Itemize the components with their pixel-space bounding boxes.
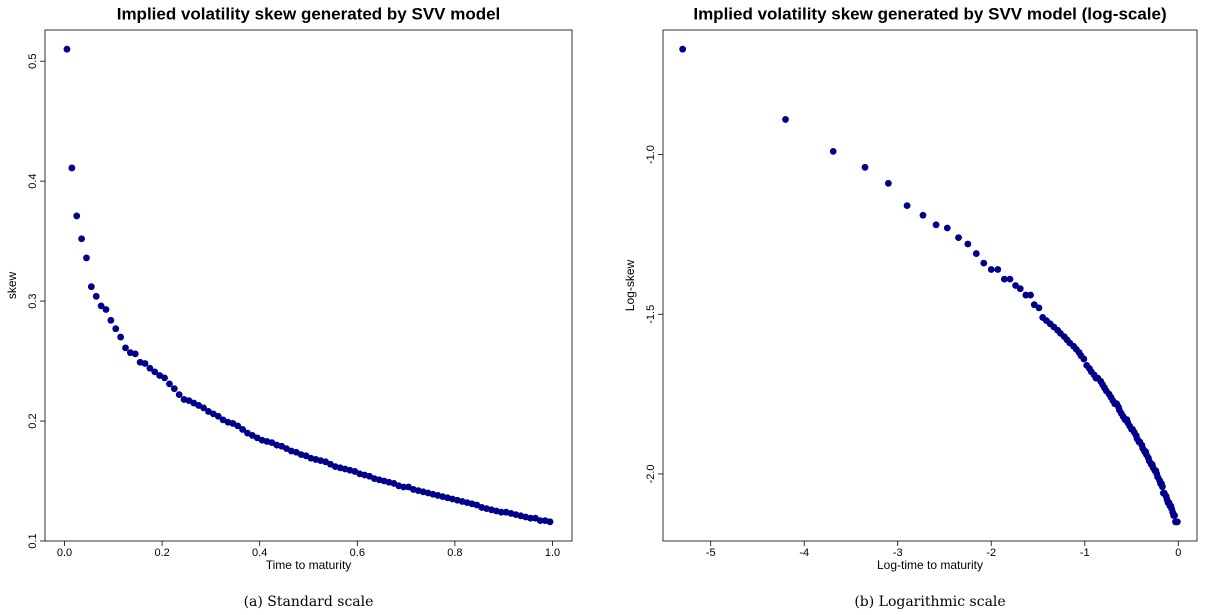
point	[994, 266, 1002, 273]
y-axis-label: Log-skew	[623, 259, 637, 311]
point	[1035, 304, 1043, 312]
point	[117, 333, 125, 341]
point	[829, 147, 837, 155]
x-axis-label: Log-time to maturity	[877, 558, 983, 572]
plot-box	[662, 29, 1198, 542]
point	[884, 179, 892, 187]
point	[546, 518, 554, 526]
x-tick-label: -4	[799, 547, 809, 559]
point	[861, 163, 869, 171]
point	[1016, 285, 1024, 293]
caption: (a) Standard scale	[244, 594, 374, 610]
point	[151, 368, 159, 376]
point	[903, 202, 911, 210]
y-tick-label: 0.3	[27, 293, 39, 308]
point	[1171, 512, 1178, 519]
point	[1000, 275, 1008, 283]
point	[536, 517, 544, 525]
point	[170, 385, 178, 393]
point	[112, 325, 120, 333]
y-tick-label: 0.2	[27, 413, 39, 428]
point	[102, 306, 110, 313]
point	[943, 224, 951, 232]
point	[972, 250, 980, 257]
point	[87, 283, 95, 291]
point	[234, 422, 242, 430]
point	[964, 240, 972, 248]
x-tick-label: -2	[986, 547, 996, 559]
x-tick-label: 0.6	[350, 547, 365, 559]
point	[161, 374, 168, 382]
x-tick-label: 0.4	[252, 547, 267, 559]
point	[1022, 291, 1030, 299]
point	[92, 292, 100, 300]
point	[166, 380, 173, 388]
y-tick-label: 0.5	[27, 54, 39, 69]
x-tick-label: -3	[893, 547, 903, 559]
point	[78, 235, 85, 243]
y-axis-label: skew	[5, 271, 19, 299]
point	[141, 360, 149, 367]
point	[239, 426, 247, 433]
point	[131, 350, 139, 358]
chart-title: Implied volatility skew generated by SVV…	[117, 4, 501, 23]
plot-box	[44, 29, 573, 542]
x-axis-label: Time to maturity	[266, 558, 352, 572]
point	[1027, 291, 1034, 299]
point	[63, 45, 71, 53]
point	[980, 259, 988, 267]
point	[919, 211, 927, 219]
point	[107, 316, 115, 324]
x-tick-label: -5	[706, 547, 716, 559]
point	[146, 364, 154, 372]
point	[679, 45, 687, 53]
x-tick-label: 0.0	[57, 547, 72, 559]
point	[1158, 483, 1166, 491]
point	[73, 212, 81, 220]
caption: (b) Logarithmic scale	[854, 594, 1005, 610]
point	[83, 254, 90, 262]
x-tick-label: 0.2	[154, 547, 169, 559]
point	[955, 234, 962, 241]
y-tick-label: -2.0	[645, 464, 657, 483]
point	[1080, 355, 1088, 363]
point	[68, 164, 76, 172]
x-tick-label: 1.0	[545, 547, 560, 559]
x-tick-label: 0.8	[447, 547, 462, 559]
y-tick-label: 0.4	[27, 173, 39, 188]
x-tick-label: -1	[1080, 547, 1090, 559]
point	[97, 302, 105, 310]
point	[497, 508, 505, 516]
y-tick-label: -1.0	[645, 145, 657, 164]
chart-title: Implied volatility skew generated by SVV…	[693, 4, 1166, 23]
point	[122, 344, 129, 352]
point	[782, 116, 789, 123]
point	[200, 404, 207, 412]
point	[400, 483, 408, 491]
point	[175, 391, 183, 399]
point	[987, 266, 995, 273]
point	[932, 221, 940, 229]
point	[1173, 518, 1181, 526]
x-tick-label: 0	[1175, 547, 1181, 559]
point	[1006, 275, 1014, 283]
y-tick-label: 0.1	[27, 533, 39, 548]
point	[214, 412, 222, 420]
y-tick-label: -1.5	[645, 305, 657, 324]
point	[527, 514, 534, 522]
